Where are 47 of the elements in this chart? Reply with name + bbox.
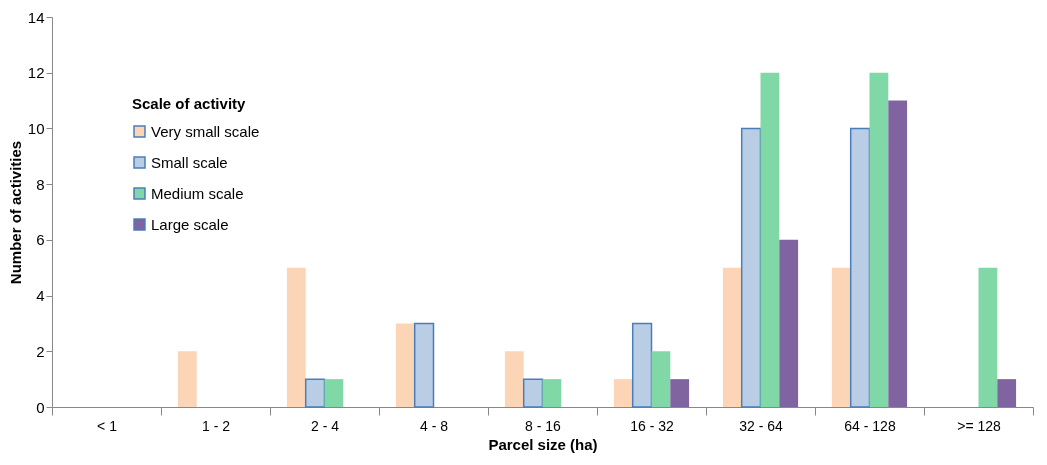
legend-title: Scale of activity — [132, 95, 247, 112]
y-tick-label: 12 — [27, 64, 45, 82]
bar — [395, 323, 415, 407]
y-tick-label: 10 — [27, 119, 45, 137]
x-tick-label: 64 - 128 — [844, 417, 896, 434]
bar — [869, 72, 889, 407]
bar — [888, 100, 908, 407]
legend-label: Medium scale — [151, 184, 244, 202]
legend-label: Large scale — [151, 215, 229, 233]
bar — [779, 239, 799, 407]
y-tick-label: 8 — [36, 175, 45, 193]
x-tick-label: 32 - 64 — [739, 417, 783, 434]
bar — [831, 267, 851, 407]
legend-label: Small scale — [151, 153, 228, 171]
bar — [542, 379, 562, 407]
y-tick-label: 2 — [36, 342, 45, 360]
x-tick-label: 2 - 4 — [310, 417, 340, 434]
bar — [631, 322, 653, 408]
bar — [522, 378, 544, 408]
bar — [613, 379, 633, 407]
x-tick-label: 1 - 2 — [201, 417, 231, 434]
bar — [304, 378, 326, 408]
y-tick-label: 6 — [36, 231, 45, 249]
x-tick-label: >= 128 — [957, 417, 1002, 434]
x-tick-label: 4 - 8 — [419, 417, 449, 434]
bar — [740, 127, 762, 408]
bar — [760, 72, 780, 407]
bar — [286, 267, 306, 407]
bar — [651, 351, 671, 407]
x-tick-label: 16 - 32 — [630, 417, 674, 434]
legend-label: Very small scale — [151, 122, 260, 140]
x-axis-title: Parcel size (ha) — [488, 435, 598, 453]
bar — [504, 351, 524, 407]
bar — [177, 351, 197, 407]
bar — [722, 267, 742, 407]
y-axis-title: Number of activities — [6, 140, 24, 285]
bar — [324, 379, 344, 407]
x-tick-label: < 1 — [97, 417, 118, 434]
bar — [849, 127, 871, 408]
y-tick-label: 14 — [27, 8, 45, 26]
bar — [413, 322, 435, 408]
x-tick-label: 8 - 16 — [525, 417, 562, 434]
y-tick-label: 4 — [36, 287, 45, 305]
bar — [997, 379, 1017, 407]
bar — [978, 267, 998, 407]
y-tick-label: 0 — [36, 398, 45, 416]
bar — [670, 379, 690, 407]
